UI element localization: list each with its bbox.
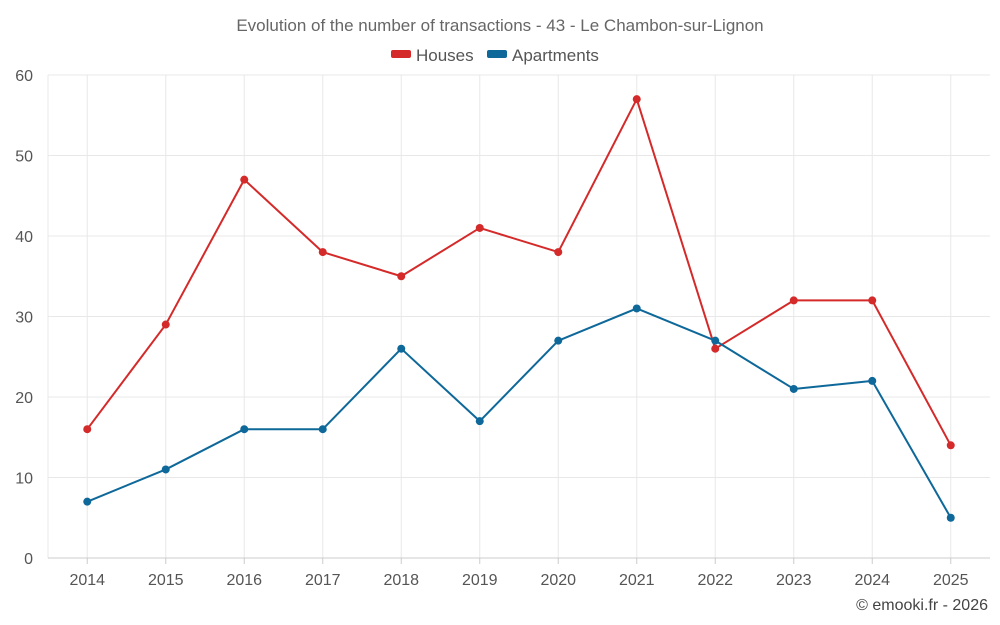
data-point-houses[interactable] [475, 223, 484, 232]
x-tick-label: 2024 [854, 572, 890, 589]
x-tick-label: 2023 [776, 572, 812, 589]
legend-item-houses[interactable]: Houses [391, 46, 474, 65]
data-point-houses[interactable] [554, 248, 563, 257]
credit-text: © emooki.fr - 2026 [856, 597, 988, 614]
series-line-apartments [86, 307, 952, 519]
data-point-apartments[interactable] [946, 513, 955, 522]
y-tick-label: 10 [15, 471, 33, 488]
x-tick-label: 2017 [305, 572, 341, 589]
series-line-houses [86, 98, 952, 446]
data-point-apartments[interactable] [632, 304, 641, 313]
legend-swatch-houses [391, 50, 411, 58]
data-point-apartments[interactable] [554, 336, 563, 345]
x-tick-label: 2015 [148, 572, 184, 589]
data-point-houses[interactable] [711, 344, 720, 353]
grid [47, 74, 990, 558]
legend-item-apartments[interactable]: Apartments [487, 46, 599, 65]
data-point-apartments[interactable] [161, 465, 170, 474]
data-point-houses[interactable] [318, 248, 327, 257]
data-point-apartments[interactable] [397, 344, 406, 353]
x-tick-label: 2016 [226, 572, 262, 589]
data-point-apartments[interactable] [789, 384, 798, 393]
legend: Houses Apartments [391, 46, 599, 65]
y-axis: 0 10 20 30 40 50 60 [15, 68, 33, 568]
y-tick-label: 30 [15, 310, 33, 327]
x-tick-label: 2014 [69, 572, 105, 589]
x-axis: 2014 2015 2016 2017 2018 2019 2020 2021 2022 2023… [48, 557, 990, 589]
legend-label-apartments: Apartments [512, 46, 599, 65]
data-point-apartments[interactable] [475, 417, 484, 426]
series-houses [83, 95, 955, 450]
data-point-houses[interactable] [632, 95, 641, 104]
data-point-apartments[interactable] [240, 425, 249, 434]
x-tick-label: 2021 [619, 572, 655, 589]
y-tick-label: 0 [24, 551, 33, 568]
x-tick-label: 2019 [462, 572, 498, 589]
x-tick-label: 2018 [383, 572, 419, 589]
data-point-houses[interactable] [397, 272, 406, 281]
data-point-houses[interactable] [83, 425, 92, 434]
chart-title: Evolution of the number of transactions … [236, 16, 763, 35]
x-tick-label: 2025 [933, 572, 969, 589]
data-point-houses[interactable] [789, 296, 798, 305]
data-point-apartments[interactable] [318, 425, 327, 434]
y-tick-label: 50 [15, 149, 33, 166]
legend-swatch-apartments [487, 50, 507, 58]
data-point-houses[interactable] [946, 441, 955, 450]
data-point-houses[interactable] [161, 320, 170, 329]
series [83, 95, 955, 522]
series-apartments [83, 304, 955, 522]
y-tick-label: 20 [15, 390, 33, 407]
data-point-houses[interactable] [240, 175, 249, 184]
legend-label-houses: Houses [416, 46, 474, 65]
y-tick-label: 40 [15, 229, 33, 246]
y-tick-label: 60 [15, 68, 33, 85]
data-point-apartments[interactable] [83, 497, 92, 506]
data-point-apartments[interactable] [868, 376, 877, 385]
data-point-apartments[interactable] [711, 336, 720, 345]
x-tick-label: 2020 [540, 572, 576, 589]
x-tick-label: 2022 [697, 572, 733, 589]
data-point-houses[interactable] [868, 296, 877, 305]
